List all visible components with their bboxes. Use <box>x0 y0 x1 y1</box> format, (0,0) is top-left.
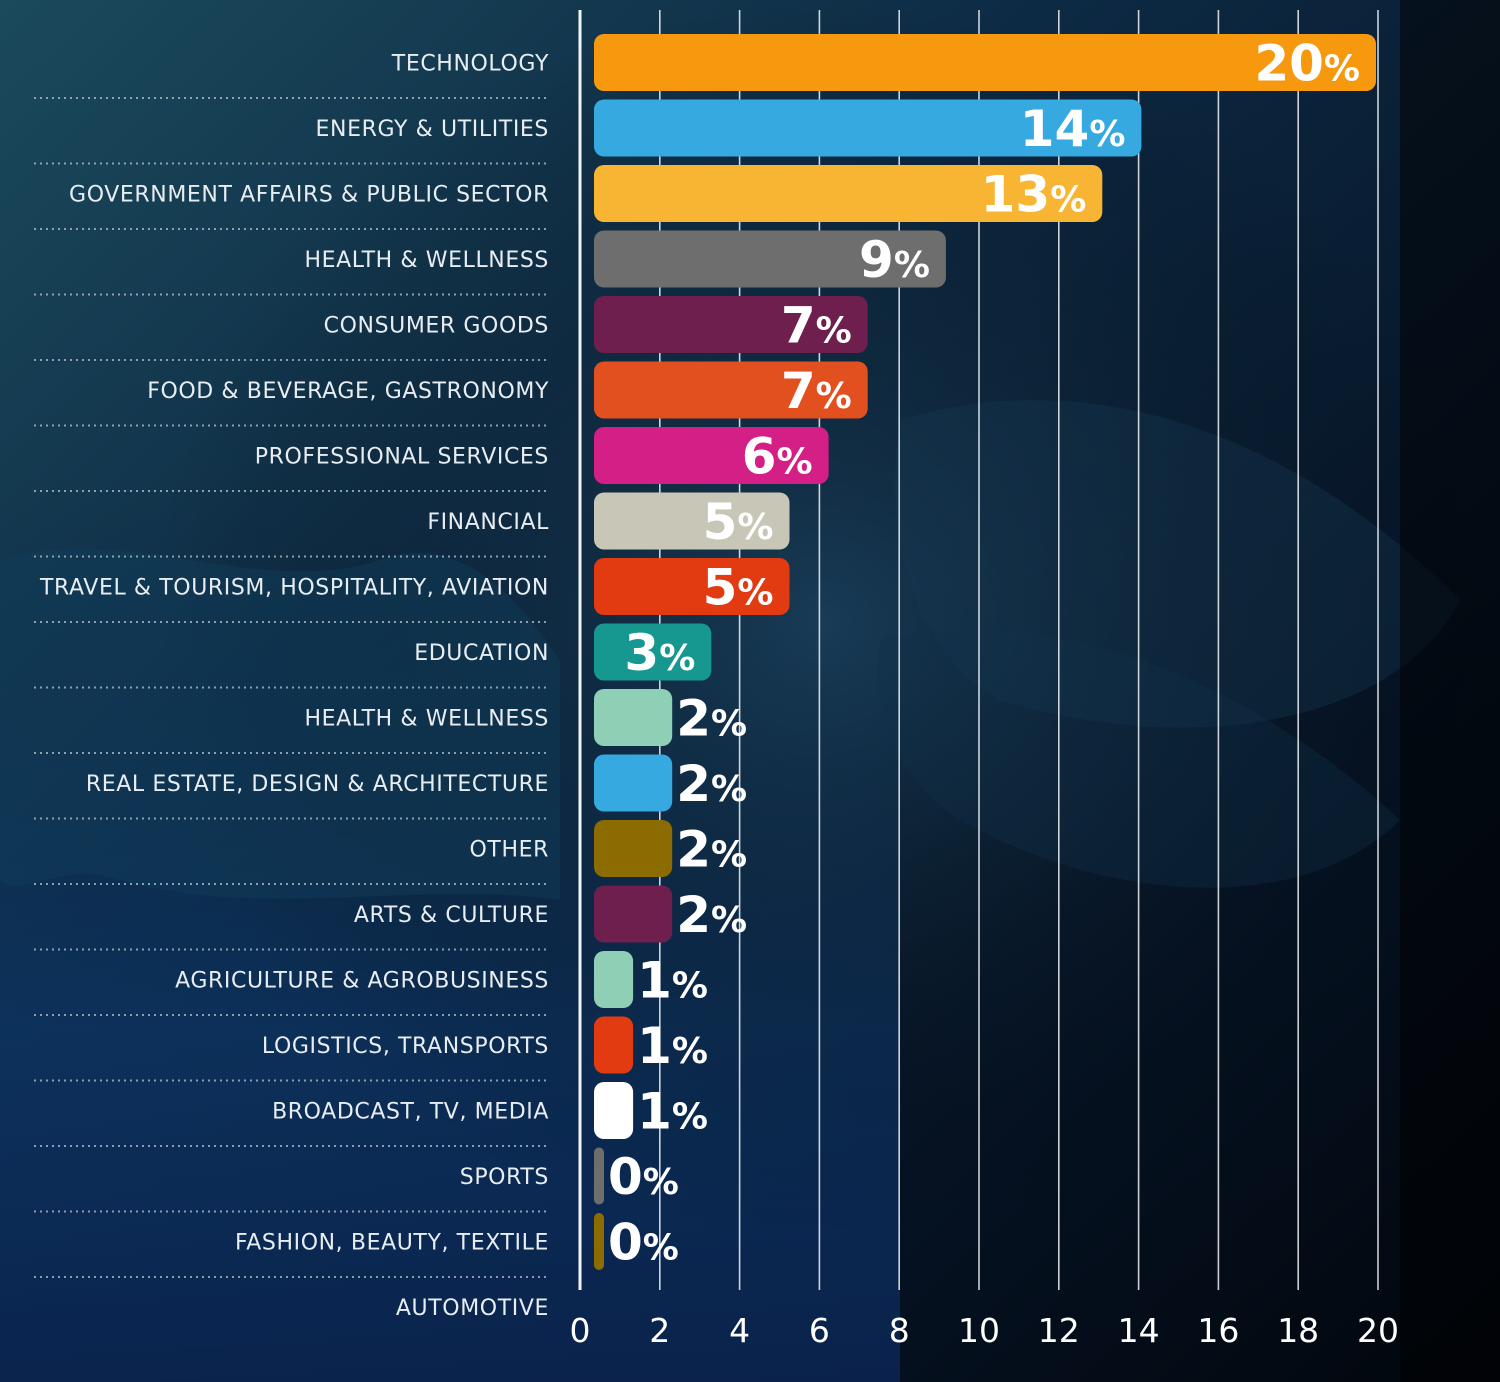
category-label: ENERGY & UTILITIES <box>316 117 549 142</box>
x-axis-ticks: 0 2 4 6 8 10 12 14 16 18 20 <box>570 1311 1400 1350</box>
value-label: 20% <box>1254 35 1360 93</box>
x-tick-label: 0 <box>570 1311 591 1350</box>
bar <box>594 99 1142 157</box>
bars <box>594 34 1376 1270</box>
value-label: 2% <box>676 886 747 944</box>
bar <box>594 754 673 812</box>
x-tick-label: 2 <box>649 1311 670 1350</box>
bar <box>594 165 1103 222</box>
x-tick-label: 4 <box>729 1311 750 1350</box>
category-labels: TECHNOLOGY ENERGY & UTILITIES GOVERNMENT A… <box>39 52 549 1322</box>
bar <box>594 1016 634 1074</box>
bar <box>594 623 712 681</box>
category-label-automotive: AUTOMOTIVE <box>396 1296 549 1321</box>
value-label: 5% <box>703 559 774 617</box>
value-label: 6% <box>742 428 813 486</box>
category-label: GOVERNMENT AFFAIRS & PUBLIC SECTOR <box>69 183 549 208</box>
value-label: 5% <box>703 493 774 551</box>
value-label: 2% <box>676 755 747 813</box>
gridlines <box>578 10 1379 1290</box>
bar <box>594 361 868 419</box>
bar <box>594 1082 634 1139</box>
x-tick-label: 10 <box>958 1311 1000 1350</box>
value-label: 1% <box>637 1083 708 1141</box>
category-label: FINANCIAL <box>427 510 549 535</box>
value-label: 13% <box>981 166 1087 224</box>
bar <box>594 230 946 288</box>
bar <box>594 1147 604 1205</box>
bar <box>594 820 673 877</box>
category-label: AGRICULTURE & AGROBUSINESS <box>175 969 549 994</box>
category-label: FOOD & BEVERAGE, GASTRONOMY <box>147 379 549 404</box>
value-label: 7% <box>781 297 852 355</box>
category-label: FASHION, BEAUTY, TEXTILE <box>235 1231 549 1256</box>
x-tick-label: 12 <box>1038 1311 1080 1350</box>
category-label: REAL ESTATE, DESIGN & ARCHITECTURE <box>86 772 549 797</box>
category-label: EDUCATION <box>414 641 549 666</box>
value-label: 1% <box>637 952 708 1010</box>
category-label: PROFESSIONAL SERVICES <box>255 445 549 470</box>
value-label: 1% <box>637 1017 708 1075</box>
category-label: TRAVEL & TOURISM, HOSPITALITY, AVIATION <box>39 576 549 601</box>
value-label: 7% <box>781 362 852 420</box>
category-label: LOGISTICS, TRANSPORTS <box>262 1034 549 1059</box>
category-label: BROADCAST, TV, MEDIA <box>272 1100 549 1125</box>
x-tick-label: 8 <box>889 1311 910 1350</box>
x-tick-label: 6 <box>809 1311 830 1350</box>
value-label: 9% <box>859 231 930 289</box>
bar <box>594 1213 604 1270</box>
category-label: SPORTS <box>460 1165 549 1190</box>
value-label: 0% <box>608 1214 679 1272</box>
value-label: 14% <box>1020 100 1126 158</box>
bar <box>594 689 673 746</box>
category-label: HEALTH & WELLNESS <box>305 707 550 732</box>
bar <box>594 34 1376 91</box>
x-tick-label: 18 <box>1277 1311 1319 1350</box>
x-tick-label: 14 <box>1118 1311 1160 1350</box>
x-tick-label: 16 <box>1197 1311 1239 1350</box>
bar <box>594 492 790 550</box>
category-label: CONSUMER GOODS <box>324 314 549 339</box>
category-label: HEALTH & WELLNESS <box>305 248 550 273</box>
value-label: 2% <box>676 690 747 748</box>
bar <box>594 427 829 484</box>
bar <box>594 296 868 353</box>
bar <box>594 885 673 943</box>
category-label: TECHNOLOGY <box>391 52 549 77</box>
value-label: 3% <box>624 624 695 682</box>
category-label: OTHER <box>470 838 549 863</box>
value-labels: 20%14%13%9%7%7%6%5%5%3%2%2%2%2%1%1%1%0%0… <box>608 35 1360 1272</box>
value-label: 0% <box>608 1148 679 1206</box>
bar <box>594 951 634 1008</box>
category-label: ARTS & CULTURE <box>354 903 549 928</box>
label-dividers <box>34 97 549 1278</box>
value-label: 2% <box>676 821 747 879</box>
x-tick-label: 20 <box>1357 1311 1399 1350</box>
bar <box>594 558 790 615</box>
